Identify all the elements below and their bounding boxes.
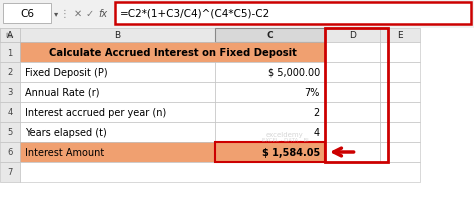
Bar — [20, 162, 420, 182]
Text: fx: fx — [99, 9, 108, 19]
Text: Fixed Deposit (P): Fixed Deposit (P) — [25, 68, 108, 78]
Text: Years elapsed (t): Years elapsed (t) — [25, 127, 107, 137]
Text: ✓: ✓ — [86, 9, 94, 19]
Bar — [380, 43, 420, 63]
Bar — [0, 83, 20, 102]
Bar — [0, 29, 20, 43]
Bar — [325, 43, 380, 63]
Bar — [20, 102, 215, 122]
Bar — [0, 142, 20, 162]
Text: 5: 5 — [8, 128, 13, 137]
Text: Interest accrued per year (n): Interest accrued per year (n) — [25, 107, 166, 117]
Text: 6: 6 — [7, 148, 13, 157]
Bar — [325, 102, 380, 122]
Bar — [215, 63, 325, 83]
Bar — [380, 63, 420, 83]
Bar — [20, 29, 215, 43]
Bar — [0, 29, 20, 43]
Text: ✕: ✕ — [74, 9, 82, 19]
Text: D: D — [349, 31, 356, 40]
Bar — [20, 43, 325, 63]
Bar — [215, 83, 325, 102]
Bar — [380, 122, 420, 142]
Text: 2: 2 — [314, 107, 320, 117]
Bar — [325, 29, 388, 162]
Text: 7: 7 — [7, 168, 13, 177]
Bar — [215, 142, 325, 162]
Text: C6: C6 — [20, 9, 34, 19]
Bar — [380, 29, 420, 43]
Text: Interest Amount: Interest Amount — [25, 147, 104, 157]
Text: =C2*(1+C3/C4)^(C4*C5)-C2: =C2*(1+C3/C4)^(C4*C5)-C2 — [120, 9, 270, 19]
Bar — [215, 102, 325, 122]
Text: E: E — [397, 31, 403, 40]
Text: 1: 1 — [8, 48, 13, 57]
Bar — [0, 102, 20, 122]
Text: ⋮: ⋮ — [60, 9, 70, 19]
Text: Annual Rate (r): Annual Rate (r) — [25, 88, 100, 98]
Bar — [325, 29, 380, 43]
Bar — [380, 142, 420, 162]
Bar — [215, 122, 325, 142]
Text: ▾: ▾ — [54, 9, 58, 18]
Bar — [325, 83, 380, 102]
Text: A: A — [7, 31, 13, 40]
Text: EXCEL · DATA · BI: EXCEL · DATA · BI — [262, 138, 309, 143]
Bar — [20, 63, 215, 83]
Bar — [0, 162, 20, 182]
Text: B: B — [114, 31, 120, 40]
Bar — [0, 63, 20, 83]
Bar — [0, 43, 20, 63]
Bar — [0, 0, 474, 28]
Text: C: C — [267, 31, 273, 40]
Bar — [215, 29, 325, 43]
Bar — [380, 83, 420, 102]
Bar — [325, 63, 380, 83]
Bar — [325, 122, 380, 142]
Text: $ 1,584.05: $ 1,584.05 — [262, 147, 320, 157]
Bar — [380, 102, 420, 122]
Bar — [20, 142, 215, 162]
Text: $ 5,000.00: $ 5,000.00 — [268, 68, 320, 78]
Polygon shape — [7, 34, 13, 38]
Bar — [20, 83, 215, 102]
Bar — [3, 4, 51, 24]
Text: 2: 2 — [8, 68, 13, 77]
Bar — [0, 29, 474, 200]
Bar — [325, 142, 380, 162]
Bar — [20, 122, 215, 142]
Text: 7%: 7% — [305, 88, 320, 98]
Text: Calculate Accrued Interest on Fixed Deposit: Calculate Accrued Interest on Fixed Depo… — [48, 48, 296, 58]
Bar — [0, 122, 20, 142]
Bar — [115, 3, 471, 25]
Text: 4: 4 — [314, 127, 320, 137]
Text: 4: 4 — [8, 108, 13, 117]
Text: 3: 3 — [7, 88, 13, 97]
Text: exceldemy: exceldemy — [266, 131, 304, 137]
